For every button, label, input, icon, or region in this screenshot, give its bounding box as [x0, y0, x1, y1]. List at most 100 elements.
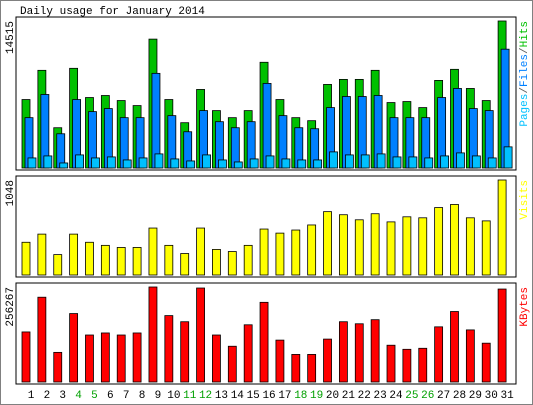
bar — [259, 228, 269, 276]
y-tick-label: 1048 — [5, 180, 17, 206]
bar — [338, 321, 348, 383]
legend-entry: Pages — [519, 94, 531, 127]
bar — [450, 204, 459, 276]
x-tick-label: 22 — [358, 390, 371, 402]
bar — [227, 345, 237, 383]
bar — [164, 315, 174, 383]
bar — [164, 244, 174, 276]
bar — [392, 156, 402, 169]
chart-title: Daily usage for January 2014 — [20, 6, 205, 18]
x-tick-label: 11 — [183, 390, 197, 402]
bar — [408, 156, 418, 169]
bar — [69, 313, 79, 383]
bar — [85, 334, 94, 383]
x-tick-label: 4 — [75, 390, 82, 402]
legend-entry: Files — [519, 54, 531, 87]
bar — [233, 161, 243, 169]
bar — [434, 326, 444, 383]
bar — [227, 251, 237, 276]
bar — [132, 247, 142, 276]
bar — [465, 329, 475, 383]
x-tick-label: 8 — [139, 390, 146, 402]
bar — [154, 153, 164, 169]
bar — [338, 214, 348, 276]
bar — [196, 287, 205, 383]
y-tick-label: 14515 — [5, 21, 17, 54]
x-tick-label: 26 — [421, 390, 434, 402]
x-tick-label: 14 — [231, 390, 245, 402]
x-tick-label: 28 — [453, 390, 466, 402]
bar — [116, 247, 126, 276]
bar — [370, 213, 380, 276]
bar — [265, 155, 275, 169]
bar — [262, 83, 272, 169]
legend: Pages/Files/Hits — [519, 21, 531, 127]
x-tick-label: 15 — [247, 390, 260, 402]
bar — [344, 154, 354, 169]
bar — [354, 323, 364, 383]
bar — [323, 338, 332, 383]
bar — [402, 348, 412, 383]
bar — [402, 216, 412, 276]
bar — [37, 296, 47, 383]
bar — [85, 241, 94, 276]
bar — [440, 155, 450, 169]
bar — [450, 311, 459, 383]
x-tick-label: 31 — [500, 390, 514, 402]
bar — [329, 151, 338, 169]
x-tick-label: 7 — [123, 390, 130, 402]
x-tick-label: 23 — [374, 390, 387, 402]
bar — [122, 159, 132, 169]
bar — [37, 233, 47, 276]
bar — [456, 152, 465, 169]
bar — [360, 154, 370, 169]
bar — [69, 233, 79, 276]
x-tick-label: 19 — [310, 390, 323, 402]
legend-separator: / — [519, 87, 531, 94]
bar — [424, 157, 434, 169]
bar — [180, 321, 190, 383]
x-tick-label: 16 — [262, 390, 275, 402]
bar — [218, 159, 227, 169]
x-tick-label: 10 — [167, 390, 180, 402]
x-tick-label: 9 — [155, 390, 162, 402]
bar — [148, 227, 158, 276]
bar — [100, 244, 110, 276]
bar — [75, 154, 85, 169]
bar — [291, 229, 301, 276]
bar — [376, 153, 386, 169]
bar — [27, 157, 37, 169]
x-tick-label: 17 — [278, 390, 291, 402]
bar — [465, 217, 475, 276]
bar — [481, 342, 491, 383]
bar — [202, 154, 211, 169]
x-tick-label: 12 — [199, 390, 212, 402]
bar — [116, 334, 126, 383]
bar — [259, 301, 269, 383]
x-tick-label: 20 — [326, 390, 339, 402]
bar — [53, 254, 63, 276]
bar — [243, 324, 253, 383]
bar — [196, 227, 205, 276]
bar — [138, 157, 148, 169]
bar — [487, 157, 497, 169]
bar — [106, 156, 116, 169]
legend-entry: Hits — [519, 21, 531, 47]
bar — [307, 224, 317, 276]
bar — [170, 158, 180, 169]
legend-entry: Visits — [519, 180, 531, 220]
x-tick-label: 2 — [44, 390, 51, 402]
bar — [180, 253, 190, 276]
legend-separator: / — [519, 47, 531, 54]
bar — [386, 344, 396, 383]
bar — [132, 332, 142, 383]
x-tick-label: 30 — [485, 390, 498, 402]
bar — [418, 217, 428, 276]
bar — [307, 354, 317, 383]
bar — [313, 159, 323, 169]
bar — [497, 179, 507, 276]
bar — [370, 319, 380, 383]
x-tick-label: 1 — [28, 390, 35, 402]
bar — [275, 232, 285, 276]
